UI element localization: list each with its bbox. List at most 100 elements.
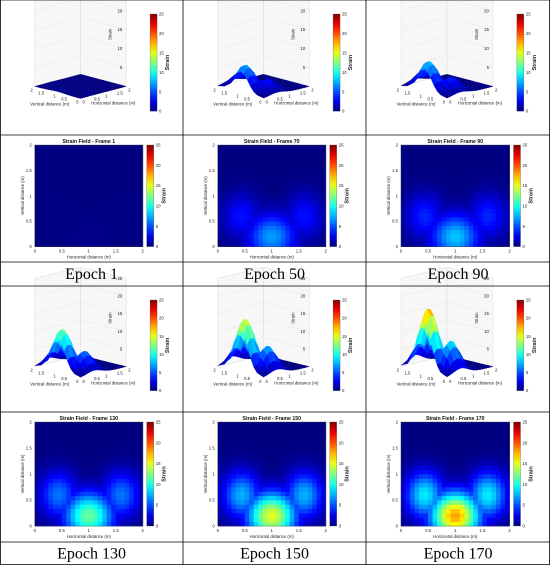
heatmap-cell [419,166,424,171]
heatmap-cell [405,229,411,235]
heatmap-cell [267,504,273,510]
heatmap-cell [289,187,295,192]
heatmap-cell [235,161,241,167]
heatmap-cell [61,212,67,218]
heatmap-cell [244,513,250,518]
heatmap-cell [97,439,103,445]
heatmap-cell [459,495,465,501]
heatmap-cell [258,178,264,184]
y-tick-label: 0.5 [209,498,216,503]
heatmap-cell [57,508,63,514]
heatmap-cell [486,157,492,163]
heatmap-cell [423,474,429,479]
heatmap-cell [102,452,108,458]
heatmap-cell [75,229,81,235]
heatmap-cell [253,225,259,231]
heatmap-cell [405,242,411,247]
heatmap-cell [240,517,246,523]
heatmap-cell [39,521,45,527]
z-tick-label: 15 [300,311,305,316]
heatmap-cell [307,513,313,518]
heatmap-cell [505,174,510,180]
heatmap-cell [217,478,223,484]
heatmap-cell [124,469,130,475]
heatmap-cell [298,508,304,514]
heatmap-cell [129,157,135,163]
heatmap-cell [432,465,438,471]
heatmap-cell [294,474,300,479]
heatmap-cell [321,461,327,466]
x-tick-label: 0 [76,379,79,384]
heatmap-cell [43,200,49,205]
heatmap-cell [249,174,255,180]
heatmap-cell [138,474,144,479]
heatmap-cell [70,430,76,436]
heatmap-cell [43,208,49,214]
heatmap-cell [129,178,135,184]
heatmap-cell [115,422,121,427]
heatmap-cell [316,422,322,427]
heatmap-cell [52,461,58,466]
x-tick-label: 0 [34,528,37,533]
heatmap-cell [61,170,67,176]
heatmap-cell [441,216,447,222]
heatmap-cell [455,238,461,243]
heatmap-cell [486,170,492,176]
heatmap-cell [61,482,67,488]
heatmap-cell [423,166,429,171]
heatmap-cell [235,495,241,501]
heatmap-cell [84,521,90,527]
heatmap-cell [495,513,501,518]
heatmap-cell [66,216,72,222]
heatmap-cell [129,187,135,192]
heatmap-cell [133,435,139,440]
heatmap-cell [505,225,510,231]
heatmap-cell [419,229,424,235]
heatmap-cell [437,465,443,471]
heatmap-cell [48,500,54,505]
heatmap-cell [500,508,506,514]
heatmap-cell [405,456,411,462]
heatmap-cell [428,149,434,154]
heatmap-cell [432,200,438,205]
heatmap-cell [505,157,510,163]
heatmap-cell [34,170,40,176]
heatmap-cell [280,456,286,462]
heatmap-cell [120,487,126,492]
heatmap-cell [450,487,456,492]
heatmap-cell [446,195,452,201]
z-gridline [400,36,494,49]
heatmap-cell [307,200,313,205]
heatmap-cell [276,178,282,184]
heatmap-cell [464,504,470,510]
heatmap-cell [482,461,488,466]
heatmap-cell [432,478,438,484]
heatmap-cell [441,170,447,176]
heatmap-cell [115,208,121,214]
heatmap-cell [84,430,90,436]
heatmap-cell [79,435,85,440]
heatmap-cell [455,242,461,247]
heatmap-cell [124,517,130,523]
heatmap-cell [267,212,273,218]
heatmap-cell [124,149,130,154]
heatmap-cell [120,161,126,167]
x-tick-label: 0 [259,100,262,105]
heatmap-cell [486,153,492,159]
heatmap-cell [477,491,483,497]
heatmap-cell [39,500,45,505]
heatmap-cell [79,487,85,492]
heatmap-cell [410,422,415,427]
colorbar-gradient [149,13,158,112]
heatmap-cell [222,153,228,159]
heatmap-cell [124,439,130,445]
heatmap-cell [455,491,461,497]
heatmap-cell [39,456,45,462]
heatmap-cell [464,149,470,154]
heatmap-cell [464,435,470,440]
heatmap-cell [303,200,309,205]
colorbar-gradient [516,299,525,391]
heatmap-cell [405,161,411,167]
heatmap-cell [473,452,479,458]
